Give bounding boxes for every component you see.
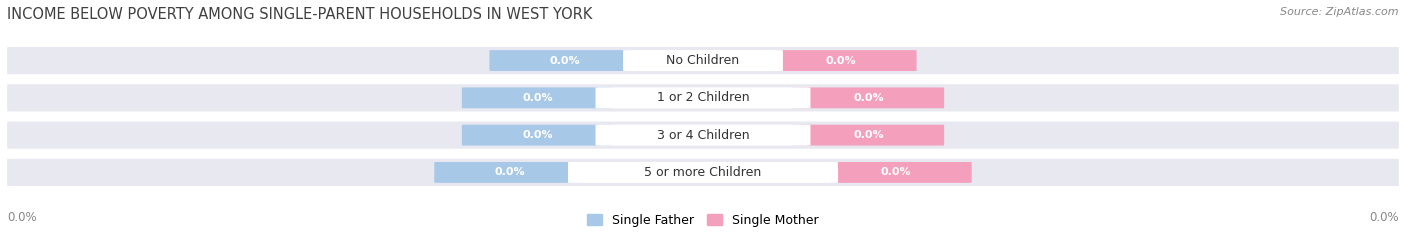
Legend: Single Father, Single Mother: Single Father, Single Mother xyxy=(588,214,818,227)
Text: 0.0%: 0.0% xyxy=(853,93,883,103)
FancyBboxPatch shape xyxy=(596,125,810,146)
Text: 0.0%: 0.0% xyxy=(7,211,37,224)
Text: 0.0%: 0.0% xyxy=(853,130,883,140)
FancyBboxPatch shape xyxy=(7,84,1399,111)
FancyBboxPatch shape xyxy=(489,50,641,71)
Text: 1 or 2 Children: 1 or 2 Children xyxy=(657,91,749,104)
Text: 0.0%: 0.0% xyxy=(1369,211,1399,224)
FancyBboxPatch shape xyxy=(596,87,810,108)
Text: 3 or 4 Children: 3 or 4 Children xyxy=(657,129,749,142)
Text: 0.0%: 0.0% xyxy=(523,93,553,103)
FancyBboxPatch shape xyxy=(7,159,1399,186)
FancyBboxPatch shape xyxy=(434,162,586,183)
FancyBboxPatch shape xyxy=(793,87,945,108)
FancyBboxPatch shape xyxy=(7,122,1399,149)
Text: 0.0%: 0.0% xyxy=(880,168,911,177)
FancyBboxPatch shape xyxy=(820,162,972,183)
Text: 0.0%: 0.0% xyxy=(495,168,526,177)
FancyBboxPatch shape xyxy=(7,47,1399,74)
FancyBboxPatch shape xyxy=(623,50,783,71)
Text: No Children: No Children xyxy=(666,54,740,67)
FancyBboxPatch shape xyxy=(461,87,613,108)
Text: 0.0%: 0.0% xyxy=(550,56,581,65)
FancyBboxPatch shape xyxy=(793,125,945,146)
FancyBboxPatch shape xyxy=(765,50,917,71)
FancyBboxPatch shape xyxy=(461,125,613,146)
Text: INCOME BELOW POVERTY AMONG SINGLE-PARENT HOUSEHOLDS IN WEST YORK: INCOME BELOW POVERTY AMONG SINGLE-PARENT… xyxy=(7,7,592,22)
Text: Source: ZipAtlas.com: Source: ZipAtlas.com xyxy=(1281,7,1399,17)
FancyBboxPatch shape xyxy=(568,162,838,183)
Text: 5 or more Children: 5 or more Children xyxy=(644,166,762,179)
Text: 0.0%: 0.0% xyxy=(825,56,856,65)
Text: 0.0%: 0.0% xyxy=(523,130,553,140)
